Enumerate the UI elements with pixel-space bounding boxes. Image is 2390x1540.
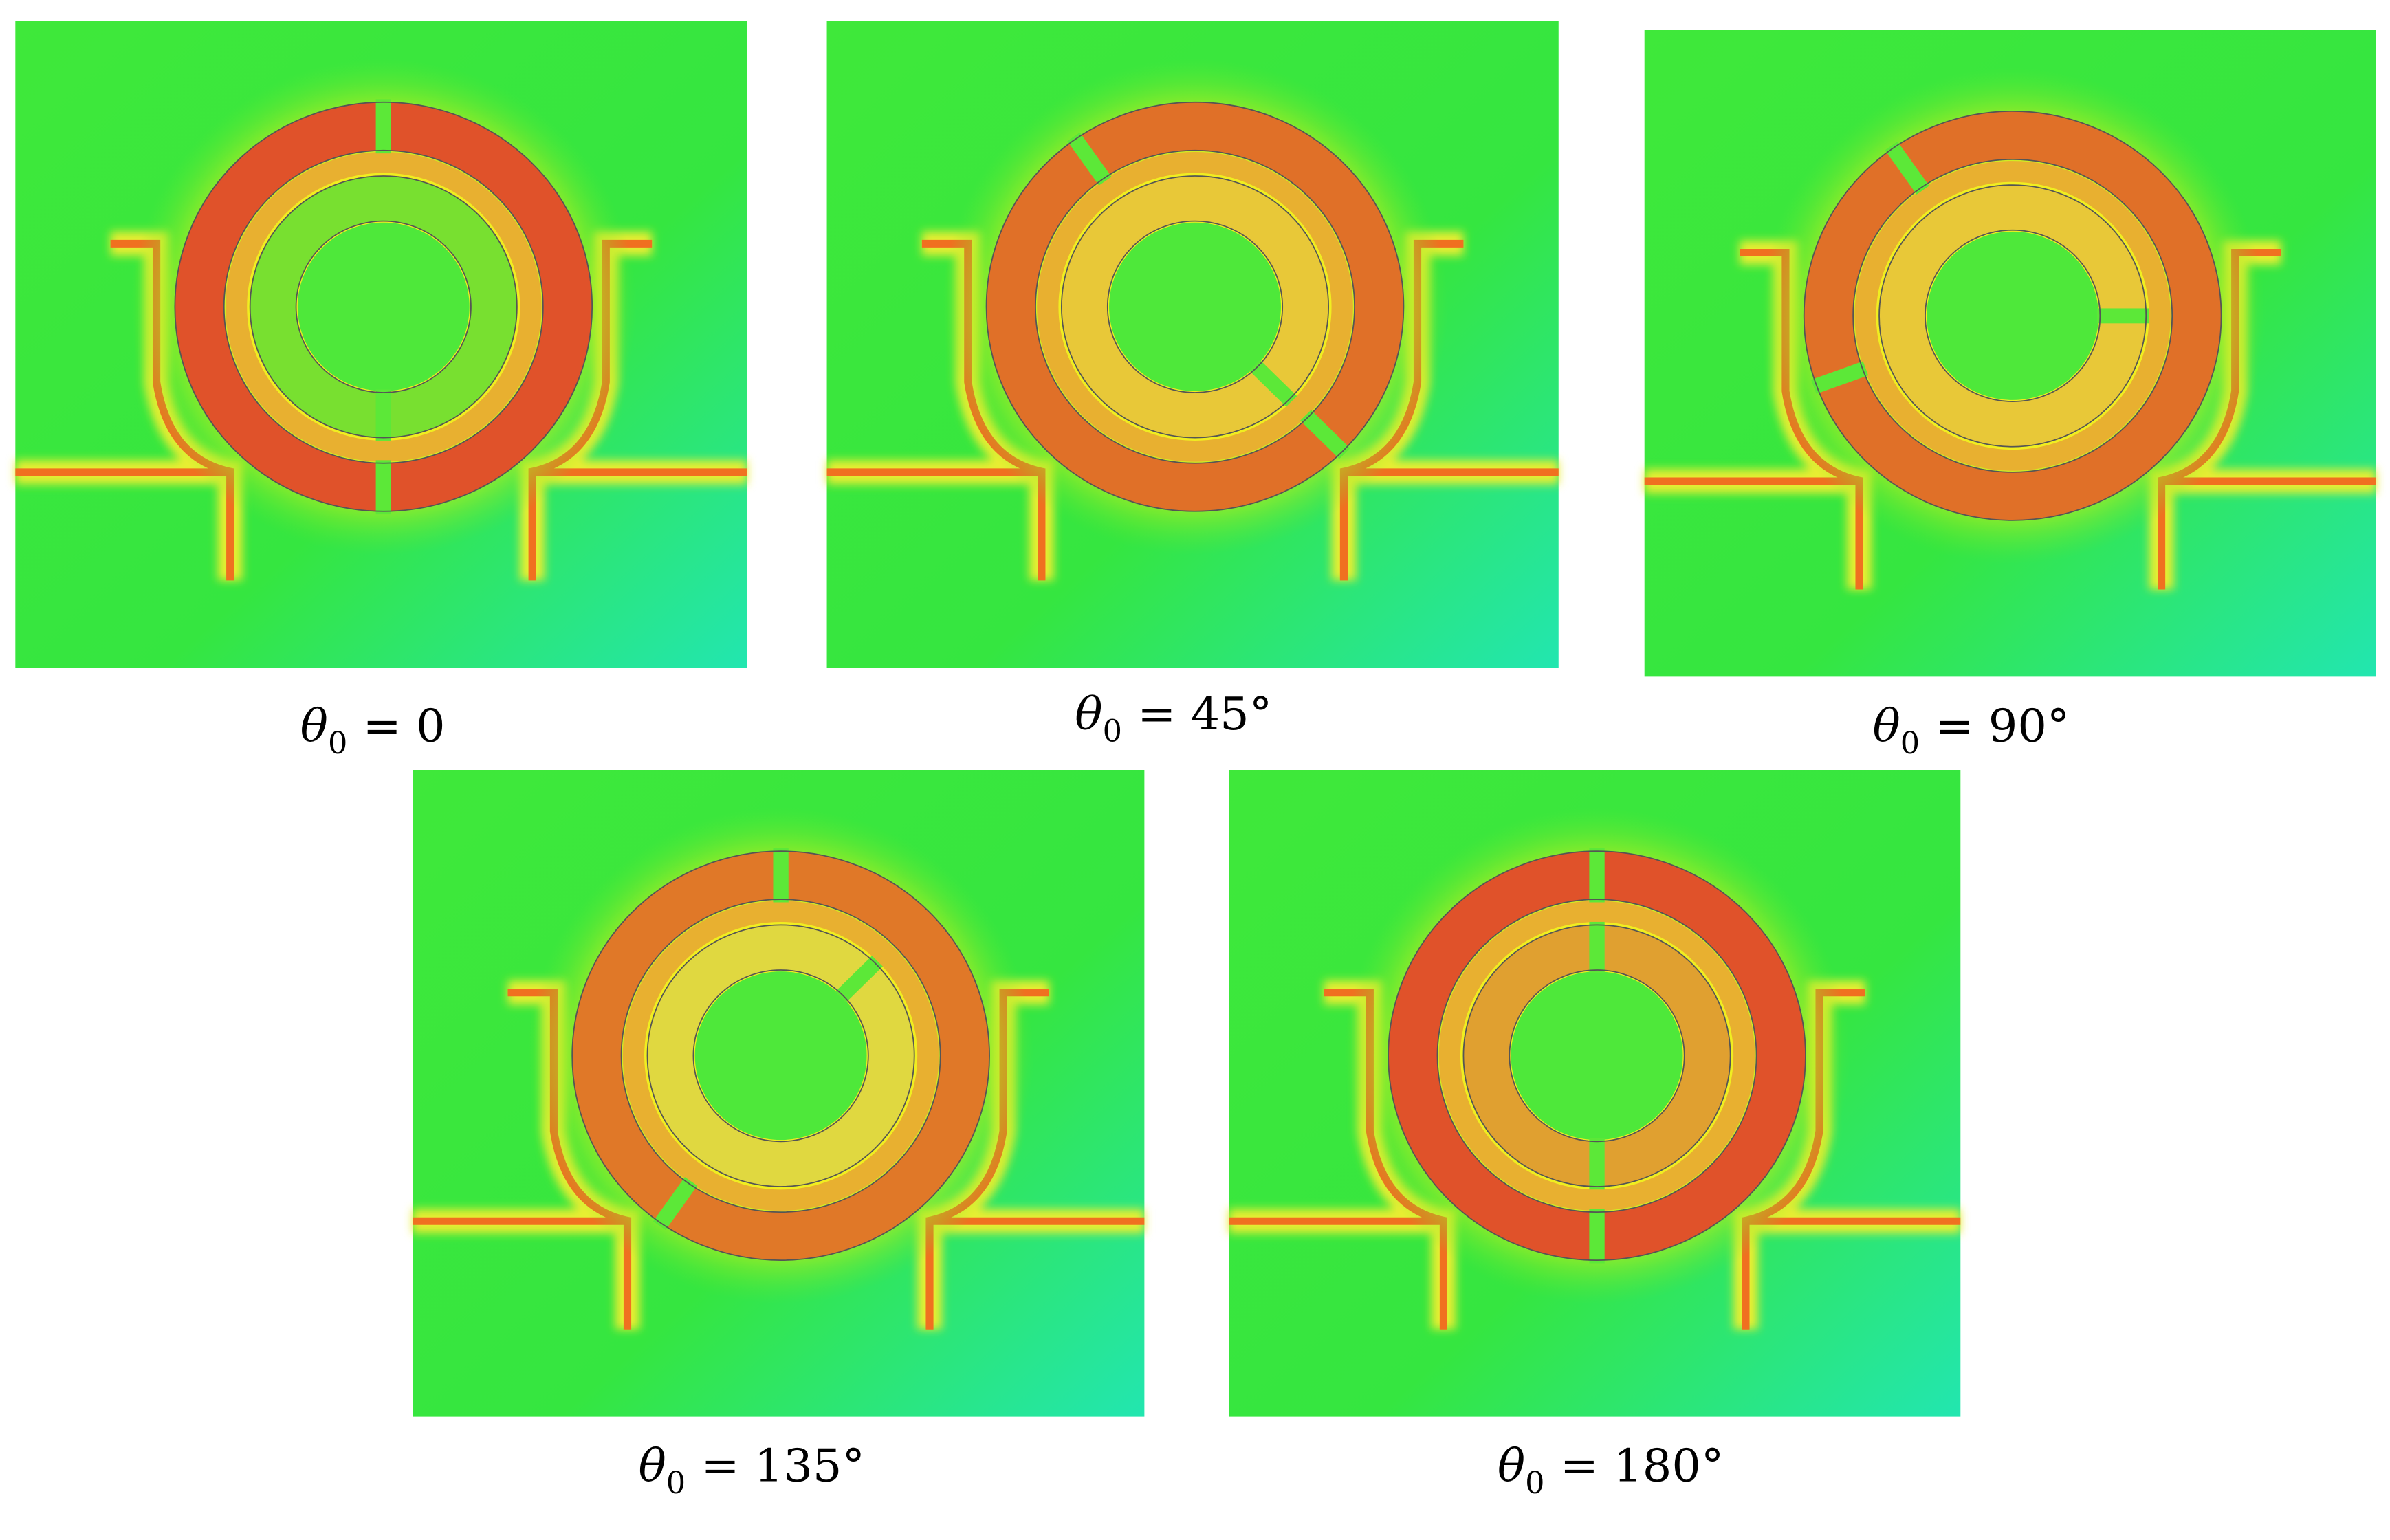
caption-relation: = 0 bbox=[363, 699, 446, 752]
ring-gap bbox=[1589, 1209, 1605, 1264]
caption-symbol: θ bbox=[638, 1439, 666, 1492]
ring-edge bbox=[646, 924, 915, 1187]
ring-gap bbox=[1811, 361, 1869, 394]
panel-caption: θ0 = 45° bbox=[1075, 688, 1272, 749]
caption-relation: = 45° bbox=[1137, 688, 1272, 740]
panel-caption: θ0 = 0 bbox=[300, 699, 446, 761]
caption-subscript: 0 bbox=[666, 1466, 686, 1501]
ring-gap bbox=[773, 848, 789, 903]
center-hole bbox=[297, 222, 470, 391]
caption-relation: = 90° bbox=[1935, 699, 2070, 752]
ring-edge bbox=[1035, 149, 1355, 464]
ring-edge bbox=[1852, 159, 2173, 473]
inner-ring bbox=[1061, 175, 1329, 438]
ring-edge bbox=[1061, 175, 1329, 439]
ring-edge bbox=[1388, 850, 1806, 1261]
ring-gap-fill bbox=[1438, 901, 1755, 1211]
ring-edge bbox=[1803, 111, 2222, 521]
center-hole bbox=[694, 971, 867, 1141]
ring-gap bbox=[375, 389, 391, 441]
field-panel bbox=[413, 770, 1145, 1417]
ring-gap bbox=[1589, 1138, 1605, 1190]
ring-edge bbox=[692, 969, 869, 1143]
ring-edge bbox=[571, 850, 990, 1261]
caption-symbol: θ bbox=[300, 699, 328, 752]
caption-symbol: θ bbox=[1872, 699, 1900, 752]
panel-caption: θ0 = 135° bbox=[638, 1439, 865, 1501]
center-hole bbox=[1927, 231, 2099, 400]
ring-edge bbox=[174, 101, 593, 512]
ring-gap bbox=[1300, 410, 1350, 459]
panel-caption: θ0 = 180° bbox=[1498, 1439, 1724, 1501]
ring-gap bbox=[1589, 921, 1605, 974]
ring-gap bbox=[2096, 308, 2149, 324]
caption-symbol: θ bbox=[1075, 688, 1102, 740]
ring-edge bbox=[249, 175, 518, 439]
ring-gap bbox=[375, 99, 391, 154]
ring-gap-fill bbox=[1037, 151, 1353, 462]
ring-edge bbox=[223, 149, 544, 464]
ring-edge bbox=[985, 101, 1405, 512]
field-panel bbox=[15, 21, 747, 668]
ring-gap-fill bbox=[1854, 161, 2171, 471]
ring-gap bbox=[835, 956, 883, 1003]
caption-relation: = 180° bbox=[1560, 1439, 1724, 1492]
ring-edge bbox=[1509, 969, 1685, 1143]
ring-edge bbox=[620, 899, 941, 1213]
ring-edge bbox=[1436, 899, 1757, 1213]
caption-subscript: 0 bbox=[1103, 714, 1122, 749]
ring-edge bbox=[295, 220, 472, 393]
ring-gap bbox=[1589, 848, 1605, 903]
ring-gap-fill bbox=[225, 151, 542, 462]
outer-ring bbox=[986, 102, 1404, 512]
ring-edge bbox=[1878, 184, 2147, 448]
ring-gap bbox=[1067, 132, 1112, 186]
caption-subscript: 0 bbox=[1900, 726, 1920, 760]
caption-relation: = 135° bbox=[701, 1439, 865, 1492]
inner-ring bbox=[647, 925, 914, 1187]
center-hole bbox=[1109, 222, 1281, 391]
ring-gap bbox=[375, 460, 391, 515]
ring-gap bbox=[1885, 141, 1929, 195]
ring-gap-fill bbox=[622, 901, 939, 1211]
outer-ring bbox=[1804, 111, 2222, 520]
ring-edge bbox=[1925, 229, 2101, 402]
field-panel bbox=[1229, 770, 1961, 1417]
field-panel bbox=[1644, 30, 2376, 677]
caption-subscript: 0 bbox=[328, 726, 347, 760]
caption-subscript: 0 bbox=[1525, 1466, 1544, 1501]
ring-gap bbox=[653, 1177, 698, 1231]
panel-caption: θ0 = 90° bbox=[1872, 699, 2070, 761]
ring-gap bbox=[1249, 360, 1297, 407]
caption-symbol: θ bbox=[1498, 1439, 1525, 1492]
ring-edge bbox=[1462, 924, 1731, 1187]
ring-edge bbox=[1106, 220, 1284, 393]
center-hole bbox=[1511, 971, 1683, 1141]
field-panel bbox=[826, 21, 1559, 668]
